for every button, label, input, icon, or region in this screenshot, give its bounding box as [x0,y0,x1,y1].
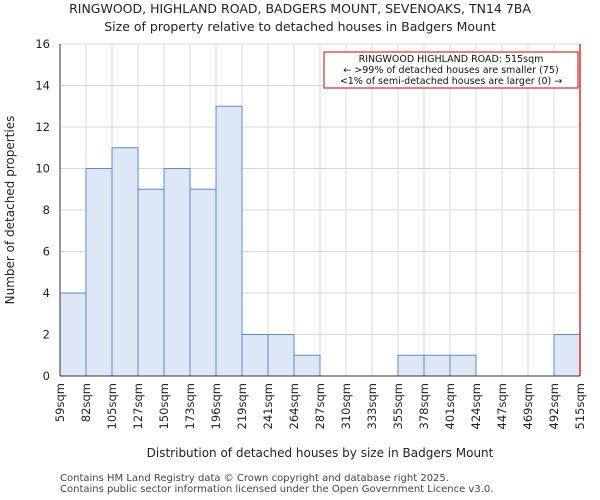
y-tick-label: 16 [35,37,50,51]
y-tick-label: 4 [43,286,50,300]
y-tick-label: 6 [43,245,50,259]
y-tick-labels: 0 2 4 6 8 10 12 14 16 [35,37,50,383]
histogram-bar [267,334,295,377]
x-tick-label: 515sqm [573,383,587,429]
annotation-line: RINGWOOD HIGHLAND ROAD: 515sqm [359,54,544,65]
annotation-line: ← >99% of detached houses are smaller (7… [343,65,558,76]
x-tick-labels: 59sqm 82sqm 105sqm 127sqm 150sqm 173sqm 196sqm… [53,383,587,429]
histogram-bar [137,188,165,377]
x-tick-label: 150sqm [157,383,171,429]
y-tick-label: 0 [43,369,50,383]
x-tick-label: 355sqm [391,383,405,429]
histogram-bar [423,354,451,377]
footer-licence: Contains public sector information licen… [60,484,494,495]
x-tick-label: 241sqm [261,383,275,429]
chart-subtitle: Size of property relative to detached ho… [104,19,496,34]
x-tick-label: 469sqm [521,383,535,429]
histogram-bar [241,334,269,377]
x-tick-label: 196sqm [209,383,223,429]
histogram-bar [163,168,191,377]
histogram-bar [449,354,477,377]
histogram-bar [111,147,139,377]
x-tick-label: 492sqm [547,383,561,429]
histogram-bar [293,354,321,377]
y-tick-label: 12 [35,120,50,134]
histogram-bar [553,334,581,377]
x-tick-label: 333sqm [365,383,379,429]
annotation-line: <1% of semi-detached houses are larger (… [340,76,562,87]
property-marker: RINGWOOD HIGHLAND ROAD: 515sqm← >99% of … [323,44,581,376]
footer-copyright: Contains HM Land Registry data © Crown c… [60,473,449,484]
axes [59,44,580,377]
y-tick-label: 14 [35,79,50,93]
x-tick-label: 424sqm [469,383,483,429]
x-tick-label: 310sqm [339,383,353,429]
histogram-bar [85,168,113,377]
y-axis-label: Number of detached properties [3,116,17,305]
y-tick-label: 2 [43,328,50,342]
x-tick-label: 264sqm [287,383,301,429]
x-tick-label: 105sqm [105,383,119,429]
x-tick-label: 287sqm [313,383,327,429]
chart-title: RINGWOOD, HIGHLAND ROAD, BADGERS MOUNT, … [69,1,531,16]
x-tick-label: 378sqm [417,383,431,429]
x-tick-label: 219sqm [235,383,249,429]
histogram-bar [215,105,243,377]
x-tick-label: 82sqm [79,383,93,422]
histogram-bar [59,292,87,377]
x-tick-label: 173sqm [183,383,197,429]
x-axis-label: Distribution of detached houses by size … [147,446,494,460]
x-tick-label: 127sqm [131,383,145,429]
histogram-bar [397,354,425,377]
x-tick-label: 59sqm [53,383,67,422]
histogram-bar [189,188,217,377]
x-tick-label: 447sqm [495,383,509,429]
y-tick-label: 10 [35,162,50,176]
x-tick-label: 401sqm [443,383,457,429]
annotation-box [323,51,579,89]
y-tick-label: 8 [43,203,50,217]
